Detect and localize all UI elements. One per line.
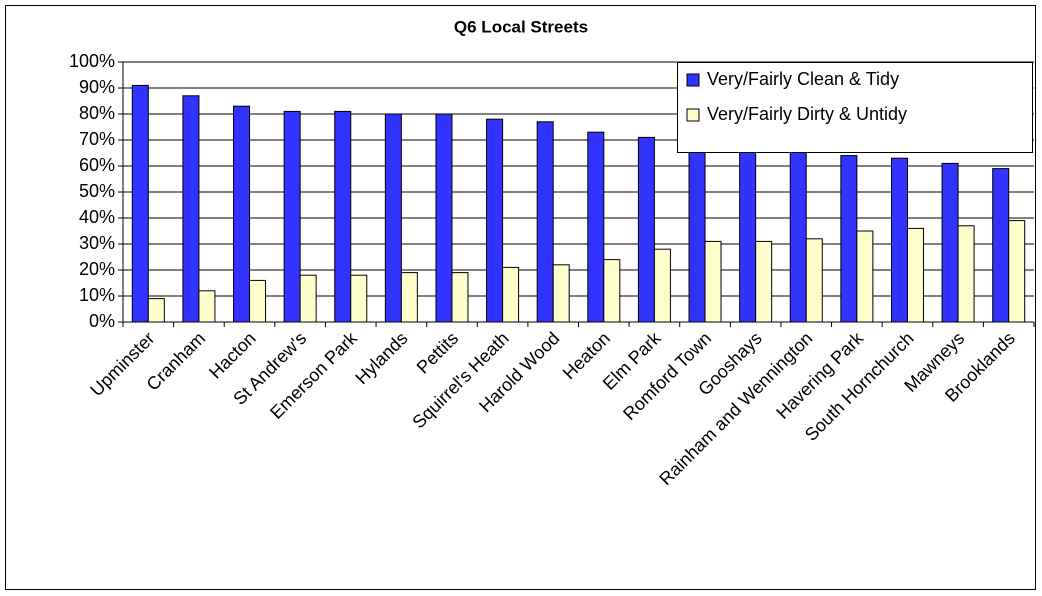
bar bbox=[789, 149, 807, 323]
bar bbox=[536, 121, 554, 323]
y-tick-label: 50% bbox=[79, 181, 115, 201]
bar bbox=[603, 259, 621, 323]
bar bbox=[992, 168, 1010, 323]
bar bbox=[435, 113, 453, 323]
chart-title: Q6 Local Streets bbox=[454, 17, 588, 36]
bar bbox=[502, 266, 520, 323]
bar bbox=[587, 131, 605, 323]
bar bbox=[906, 227, 924, 323]
legend: Very/Fairly Clean & Tidy Very/Fairly Dirt… bbox=[677, 62, 1033, 153]
bar bbox=[739, 147, 757, 323]
bar bbox=[688, 144, 706, 323]
bar bbox=[552, 264, 570, 323]
bar bbox=[198, 290, 216, 323]
bar bbox=[637, 136, 655, 323]
bar bbox=[941, 162, 959, 323]
y-tick-label: 10% bbox=[79, 285, 115, 305]
y-tick-label: 70% bbox=[79, 129, 115, 149]
bar bbox=[147, 298, 165, 323]
bar bbox=[840, 155, 858, 323]
y-tick-label: 20% bbox=[79, 259, 115, 279]
legend-box bbox=[677, 62, 1033, 153]
bar bbox=[400, 272, 418, 323]
bar bbox=[283, 110, 301, 323]
bar bbox=[451, 272, 469, 323]
bar bbox=[350, 274, 368, 323]
bar bbox=[704, 240, 722, 323]
bar bbox=[957, 225, 975, 323]
y-tick-label: 100% bbox=[69, 51, 115, 71]
bar bbox=[334, 110, 352, 323]
y-tick-label: 0% bbox=[89, 311, 115, 331]
y-tick-label: 40% bbox=[79, 207, 115, 227]
bar bbox=[805, 238, 823, 323]
bar bbox=[755, 240, 773, 323]
y-tick-label: 90% bbox=[79, 77, 115, 97]
bar bbox=[131, 84, 149, 323]
bar bbox=[1008, 220, 1026, 323]
bar bbox=[299, 274, 317, 323]
bar bbox=[384, 113, 402, 323]
bar bbox=[653, 248, 671, 323]
bar bbox=[486, 118, 504, 323]
legend-swatch bbox=[686, 73, 700, 87]
legend-label: Very/Fairly Clean & Tidy bbox=[707, 69, 899, 89]
bar bbox=[233, 105, 251, 323]
bar bbox=[890, 157, 908, 323]
legend-label: Very/Fairly Dirty & Untidy bbox=[707, 104, 907, 124]
bar bbox=[182, 95, 200, 323]
y-tick-label: 80% bbox=[79, 103, 115, 123]
bar bbox=[856, 230, 874, 323]
legend-swatch bbox=[686, 108, 700, 122]
y-tick-label: 30% bbox=[79, 233, 115, 253]
y-tick-label: 60% bbox=[79, 155, 115, 175]
bar bbox=[249, 279, 267, 323]
